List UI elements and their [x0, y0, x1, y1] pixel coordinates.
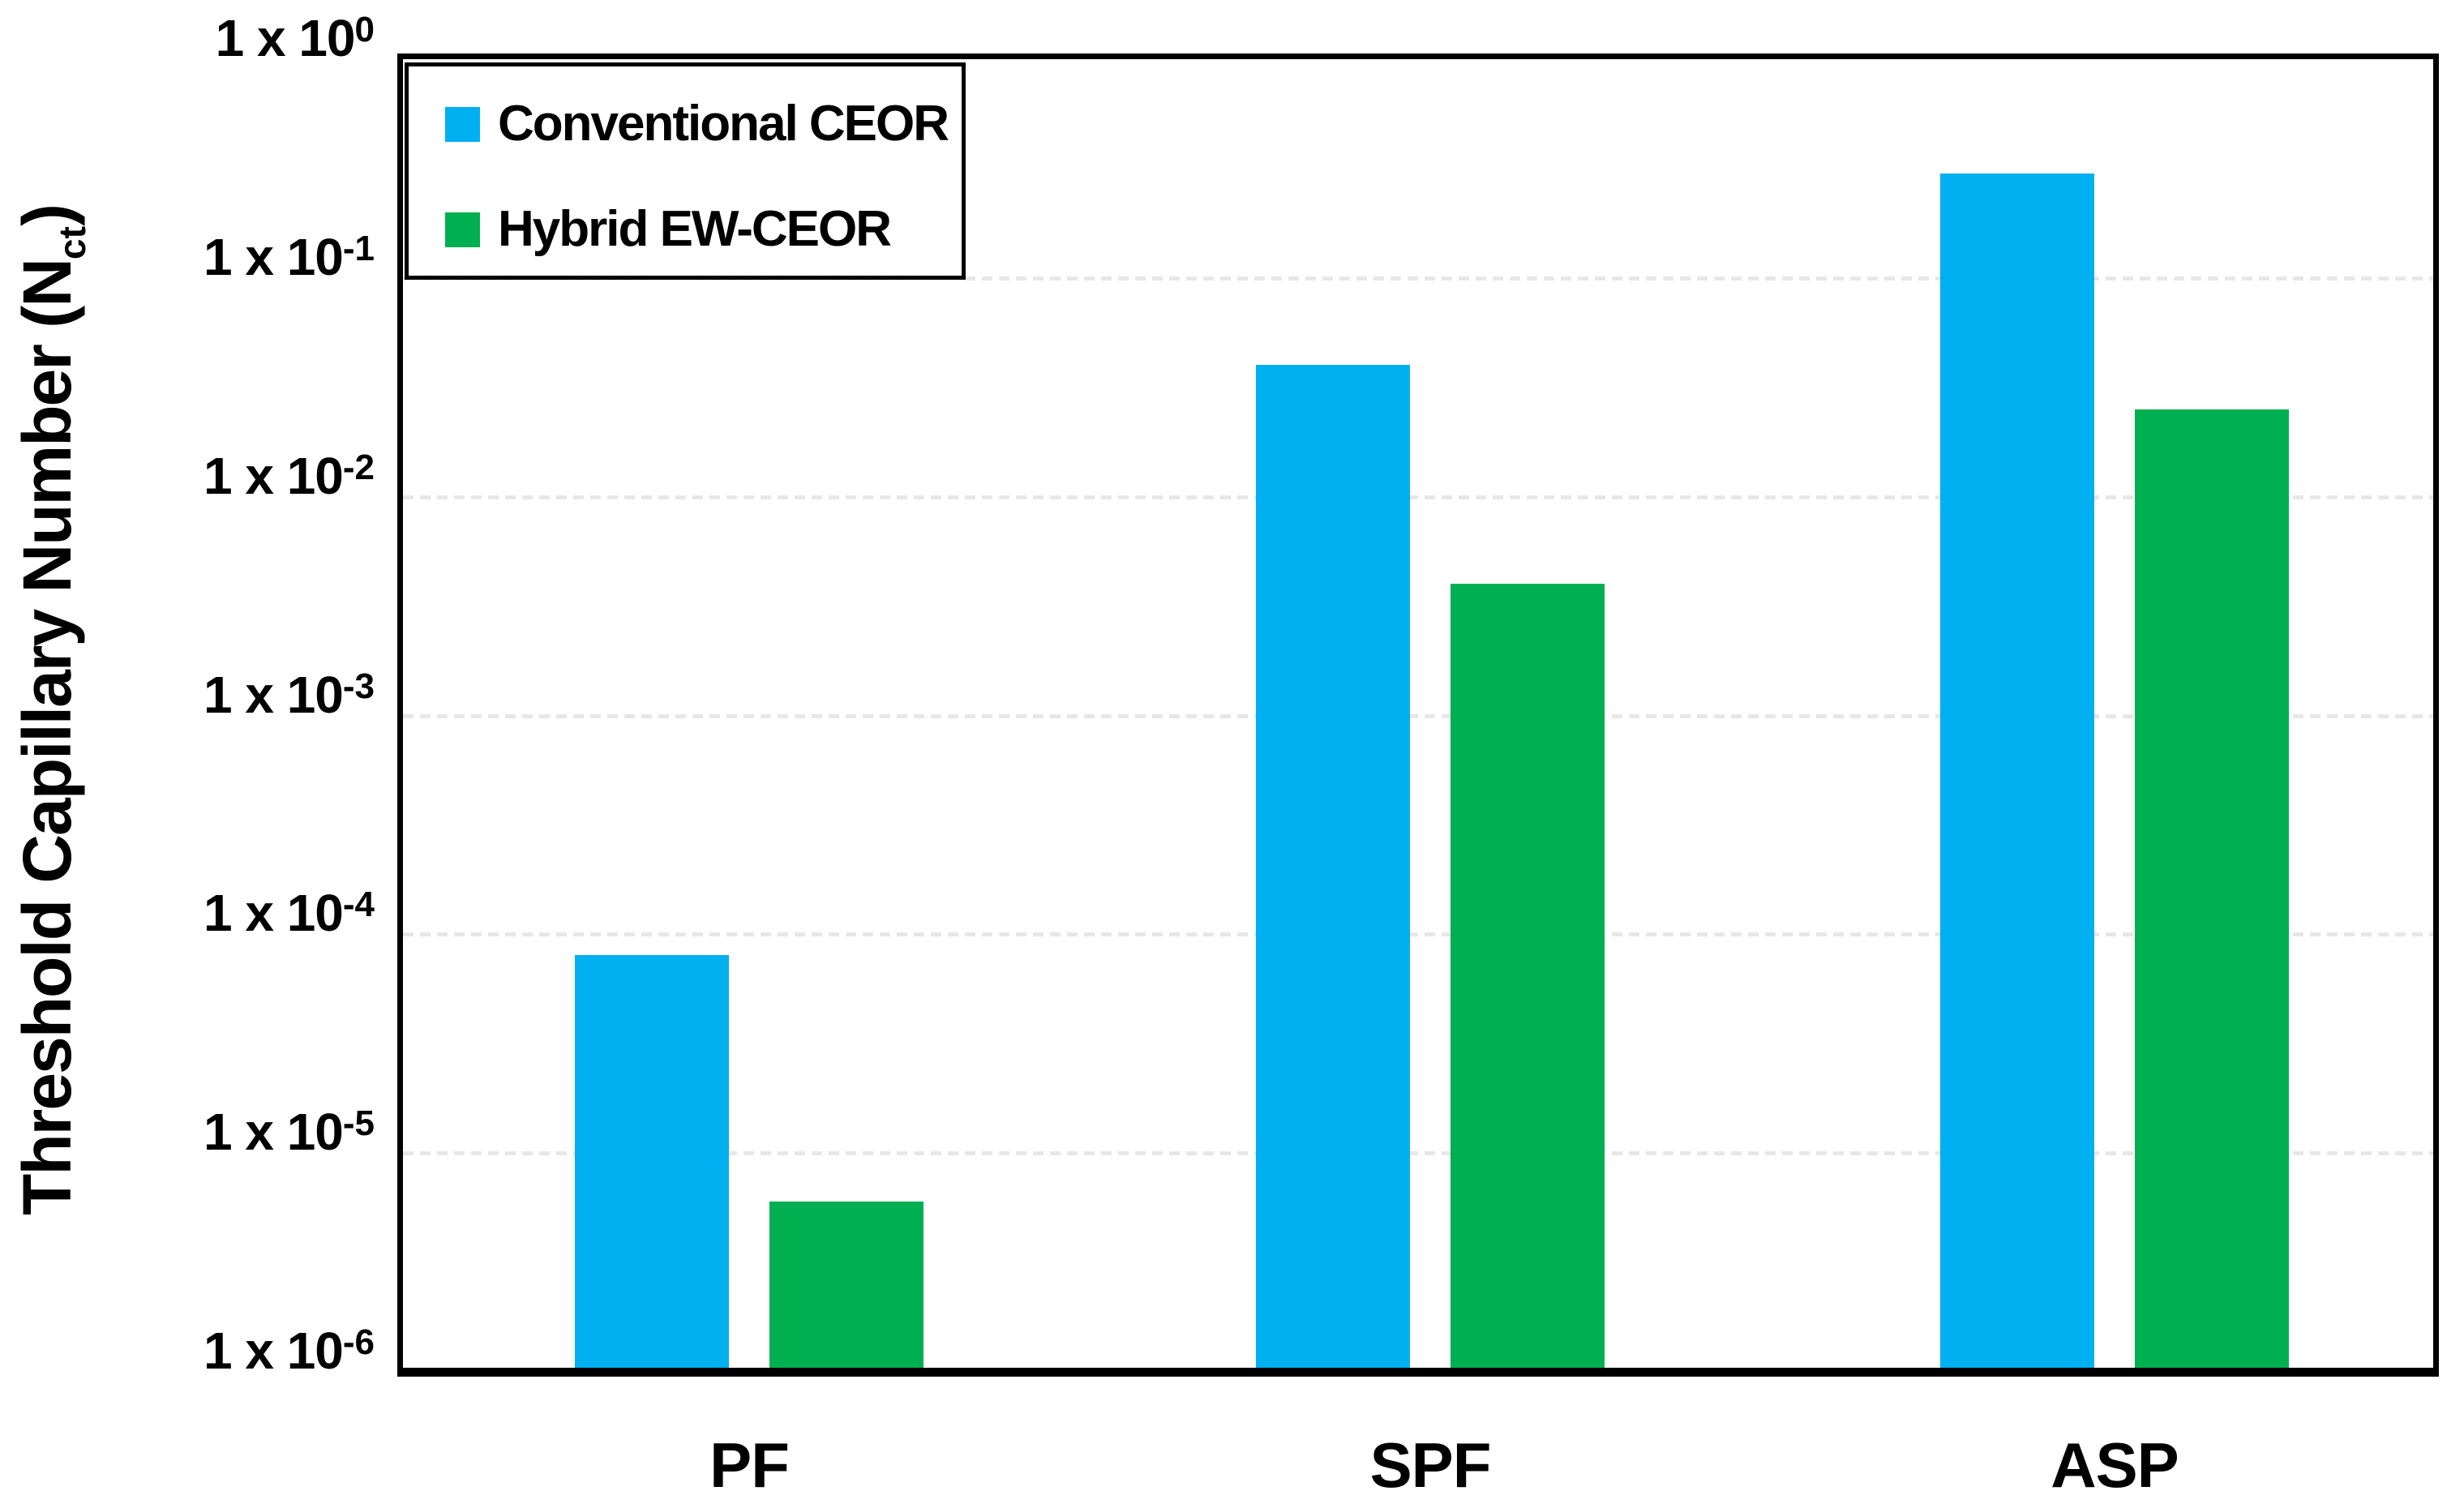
- y-tick-label-1e0: 1 x 100: [215, 9, 375, 67]
- y-axis-title-close: ): [9, 205, 85, 227]
- y-tick-label-1e-5: 1 x 10-5: [203, 1103, 375, 1162]
- legend: Conventional CEOR Hybrid EW-CEOR: [405, 62, 966, 280]
- y-axis-title-subscript: ct: [51, 226, 93, 260]
- gridline-1e-2: [403, 495, 2433, 499]
- gridline-1e-1: [403, 276, 2433, 281]
- bar-spf-hybrid-ew-ceor: [1451, 584, 1605, 1368]
- gridline-1e-5: [403, 1151, 2433, 1156]
- gridline-1e-3: [403, 713, 2433, 718]
- legend-label-conventional-ceor: Conventional CEOR: [498, 96, 949, 152]
- y-tick-label-1e-2: 1 x 10-2: [203, 446, 375, 505]
- bar-pf-hybrid-ew-ceor: [769, 1202, 923, 1368]
- bar-asp-hybrid-ew-ceor: [2135, 409, 2289, 1368]
- y-axis-title-main: Threshold Capillary Number (N: [9, 259, 85, 1215]
- x-label-asp: ASP: [2050, 1429, 2179, 1501]
- legend-swatch-hybrid-ew-ceor: [445, 212, 480, 247]
- legend-item-conventional-ceor: Conventional CEOR: [445, 96, 949, 152]
- plot-area: [397, 54, 2439, 1377]
- y-axis-title: Threshold Capillary Number (Nct): [3, 143, 93, 1278]
- y-tick-label-1e-1: 1 x 10-1: [203, 227, 375, 286]
- bar-spf-conventional-ceor: [1256, 365, 1410, 1368]
- bar-asp-conventional-ceor: [1940, 174, 2094, 1368]
- legend-item-hybrid-ew-ceor: Hybrid EW-CEOR: [445, 201, 892, 257]
- y-tick-label-1e-4: 1 x 10-4: [203, 884, 375, 943]
- x-label-pf: PF: [709, 1429, 790, 1501]
- legend-swatch-conventional-ceor: [445, 106, 480, 142]
- gridline-1e-4: [403, 932, 2433, 937]
- legend-label-hybrid-ew-ceor: Hybrid EW-CEOR: [498, 201, 892, 257]
- bar-pf-conventional-ceor: [575, 955, 729, 1368]
- x-label-spf: SPF: [1369, 1429, 1492, 1501]
- y-tick-label-1e-6: 1 x 10-6: [203, 1322, 375, 1380]
- y-tick-label-1e-3: 1 x 10-3: [203, 665, 375, 724]
